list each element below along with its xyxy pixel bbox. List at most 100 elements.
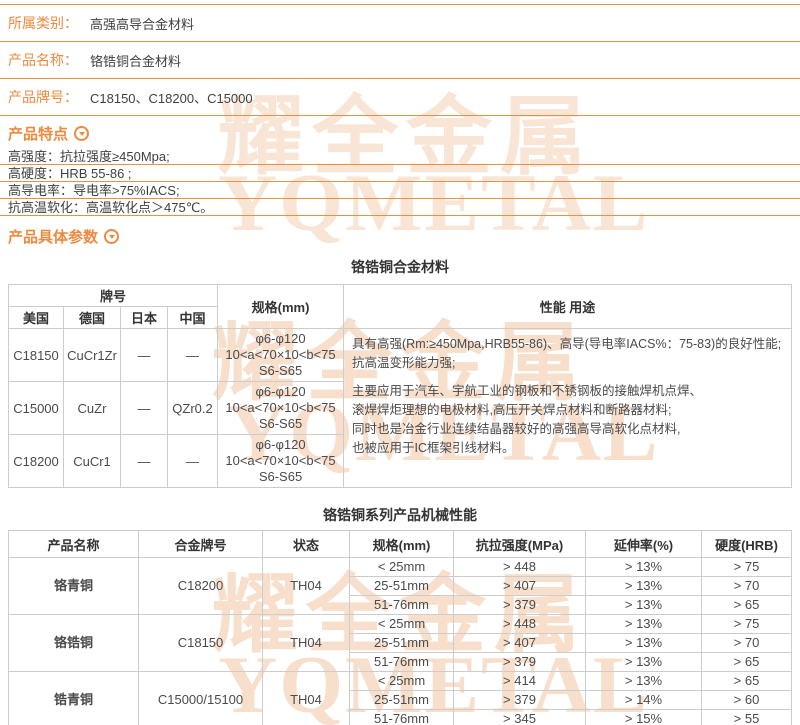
table-header-row: 美国 德国 日本 中国 [8, 306, 792, 329]
cell-elongation: > 14% [585, 690, 702, 710]
cell-jp-grade: — [120, 434, 168, 488]
performance-paragraph: 具有高强(Rm:≥450Mpa,HRB55-86)、高导(导电率IACS%：75… [352, 337, 782, 370]
cell-elongation: > 13% [585, 595, 702, 615]
cell-de-grade: CuZr [63, 381, 121, 435]
cell-size: < 25mm [349, 671, 454, 691]
spec-cell: φ6-φ120 10<a<70×10<b<75 S6-S65 [217, 381, 345, 435]
table-row: 25-51mm > 407 > 13% > 70 [9, 633, 792, 653]
cell-elongation: > 13% [585, 633, 702, 653]
cell-size: 51-76mm [349, 709, 454, 725]
cell-tensile: > 407 [453, 576, 586, 596]
cell-elongation: > 13% [585, 576, 702, 596]
header-product-name: 产品名称 [8, 530, 139, 558]
cell-tensile: > 345 [453, 709, 586, 725]
cell-alloy-grade: C15000/15100 [138, 671, 263, 725]
cell-elongation: > 13% [585, 671, 702, 691]
cell-hardness: > 65 [701, 671, 792, 691]
cell-tensile: > 379 [453, 690, 586, 710]
table-row: C18200 CuCr1 — — φ6-φ120 10<a<70×10<b<75… [8, 434, 792, 488]
product-name-label: 产品名称： [8, 52, 78, 68]
cell-tensile: > 379 [453, 595, 586, 615]
table-row: 51-76mm > 379 > 13% > 65 [9, 652, 792, 672]
header-performance: 性能 用途 [343, 284, 792, 329]
cell-elongation: > 13% [585, 652, 702, 672]
features-heading-text: 产品特点 [8, 125, 69, 143]
cell-tensile: > 379 [453, 652, 586, 672]
feature-list: 高强度：抗拉强度≥450Mpa; 高硬度：HRB 55-86 ; 高导电率：导电… [0, 148, 800, 216]
header-hardness: 硬度(HRB) [701, 530, 792, 558]
product-name-value: 铬锆铜合金材料 [90, 53, 182, 69]
info-row-grades: 产品牌号： C18150、C18200、C15000 [0, 79, 800, 116]
cell-size: 25-51mm [349, 690, 454, 710]
header-tensile: 抗拉强度(MPa) [453, 530, 586, 558]
performance-cell: 具有高强(Rm:≥450Mpa,HRB55-86)、高导(导电率IACS%：75… [343, 328, 792, 488]
cell-tensile: > 414 [453, 671, 586, 691]
cell-hardness: > 70 [701, 576, 792, 596]
header-elongation: 延伸率(%) [585, 530, 702, 558]
cell-jp-grade: — [120, 381, 168, 435]
info-row-product-name: 产品名称： 铬锆铜合金材料 [0, 42, 800, 79]
header-brand: 牌号 [7, 284, 219, 307]
cell-cn-grade: — [166, 434, 219, 488]
cell-state: TH04 [262, 557, 350, 615]
cell-size: 25-51mm [349, 576, 454, 596]
cell-us-grade: C18200 [8, 434, 64, 488]
category-value: 高强高导合金材料 [90, 16, 195, 32]
feature-item: 高导电率：导电率>75%IACS; [0, 182, 800, 199]
header-country-de: 德国 [63, 306, 121, 329]
table-row: C15000 CuZr — QZr0.2 φ6-φ120 10<a<70×10<… [8, 381, 792, 435]
cell-tensile: > 407 [453, 633, 586, 653]
cell-size: 25-51mm [349, 633, 454, 653]
cell-state: TH04 [262, 671, 350, 725]
table-row: 铬锆铜 C18150 TH04 < 25mm > 448 > 13% > 75 [8, 614, 792, 672]
header-state: 状态 [262, 530, 350, 558]
header-size: 规格(mm) [349, 530, 454, 558]
cell-size: < 25mm [349, 614, 454, 634]
table-row: C18150 CuCr1Zr — — φ6-φ120 10<a<70×10<b<… [8, 328, 792, 488]
header-country-cn: 中国 [166, 306, 219, 329]
table-row: 51-76mm > 379 > 13% > 65 [9, 595, 792, 615]
table-row: 51-76mm > 345 > 15% > 55 [9, 709, 792, 725]
cell-size: 51-76mm [349, 595, 454, 615]
spec-cell: φ6-φ120 10<a<70×10<b<75 S6-S65 [217, 328, 345, 382]
table-row: 25-51mm > 379 > 14% > 60 [9, 690, 792, 710]
table-header-row: 牌号 规格(mm) 性能 用途 [7, 284, 792, 329]
cell-de-grade: CuCr1 [63, 434, 121, 488]
info-row-category: 所属类别： 高强高导合金材料 [0, 5, 800, 42]
cell-cn-grade: QZr0.2 [166, 381, 219, 435]
cell-elongation: > 15% [585, 709, 702, 725]
feature-item: 高强度：抗拉强度≥450Mpa; [0, 148, 800, 165]
circle-arrow-down-icon[interactable] [74, 125, 90, 141]
mechanical-table-title: 铬锆铜系列产品机械性能 [323, 507, 477, 523]
cell-size: < 25mm [349, 557, 454, 577]
product-info-list: 所属类别： 高强高导合金材料 产品名称： 铬锆铜合金材料 产品牌号： C1815… [0, 4, 800, 116]
cell-elongation: > 13% [585, 614, 702, 634]
grades-value: C18150、C18200、C15000 [90, 90, 253, 106]
cell-hardness: > 60 [701, 690, 792, 710]
cell-hardness: > 65 [701, 652, 792, 672]
spec-cell: φ6-φ120 10<a<70×10<b<75 S6-S65 [217, 434, 345, 488]
cell-tensile: > 448 [453, 614, 586, 634]
cell-alloy-grade: C18200 [138, 557, 263, 615]
cell-product-name: 铬锆铜 [8, 614, 139, 672]
cell-hardness: > 75 [701, 557, 792, 577]
cell-cn-grade: — [166, 328, 219, 382]
cell-product-name: 锆青铜 [8, 671, 139, 725]
section-heading-features[interactable]: 产品特点 [0, 123, 800, 143]
table-header-row: 产品名称 合金牌号 状态 规格(mm) 抗拉强度(MPa) 延伸率(%) 硬度(… [8, 530, 792, 558]
cell-size: 51-76mm [349, 652, 454, 672]
application-paragraph: 主要应用于汽车、宇航工业的钢板和不锈钢板的接触焊机点焊、 滚焊焊炬理想的电极材料… [352, 384, 703, 455]
cell-product-name: 铬青铜 [8, 557, 139, 615]
alloy-table-title: 铬锆铜合金材料 [351, 259, 449, 275]
cell-de-grade: CuCr1Zr [63, 328, 121, 382]
cell-hardness: > 75 [701, 614, 792, 634]
section-heading-parameters[interactable]: 产品具体参数 [0, 226, 800, 246]
cell-jp-grade: — [120, 328, 168, 382]
circle-arrow-down-icon[interactable] [104, 228, 120, 244]
cell-elongation: > 13% [585, 557, 702, 577]
header-country-us: 美国 [8, 306, 64, 329]
alloy-spec-table: 牌号 规格(mm) 性能 用途 美国 德国 日本 中国 C18150 CuCr1… [7, 284, 792, 488]
cell-tensile: > 448 [453, 557, 586, 577]
table-row: 铬青铜 C18200 TH04 < 25mm > 448 > 13% > 75 [8, 557, 792, 615]
